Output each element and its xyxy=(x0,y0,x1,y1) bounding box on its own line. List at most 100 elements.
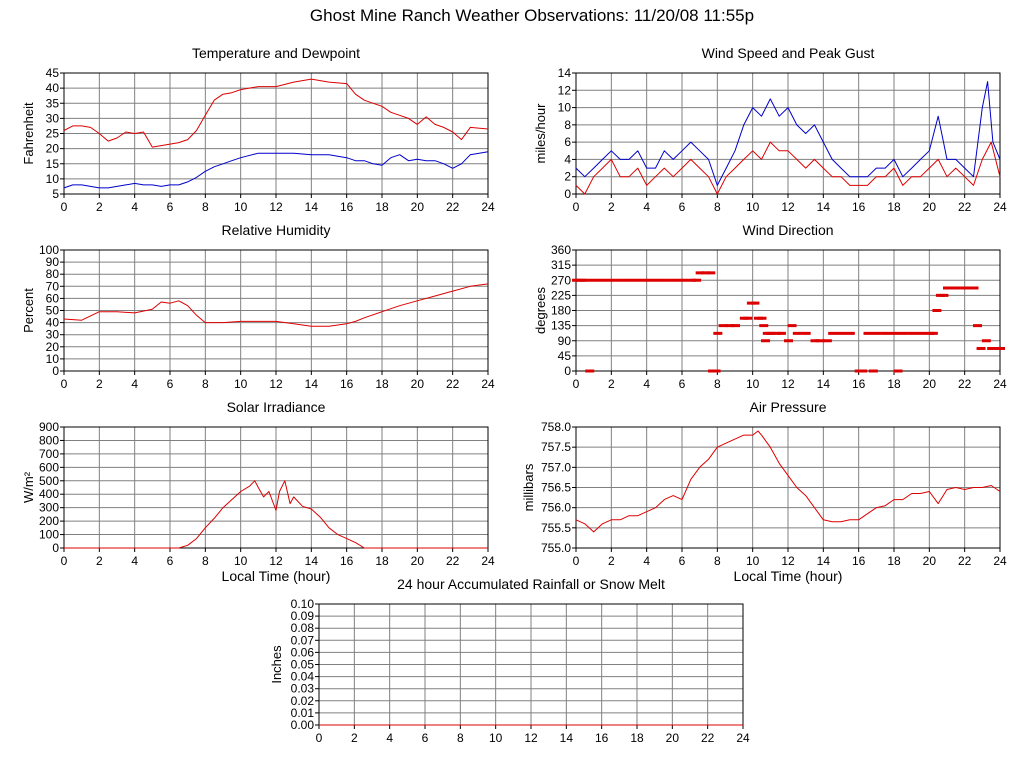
humidity-xtick-label: 22 xyxy=(446,377,460,391)
humidity-xtick-label: 4 xyxy=(131,377,138,391)
wind_dir-point xyxy=(660,278,670,282)
wind-xtick-label: 24 xyxy=(993,200,1007,214)
wind_dir-point xyxy=(585,369,595,373)
wind_dir-point xyxy=(761,339,771,343)
rain-xtick-label: 4 xyxy=(386,731,393,745)
solar-ylabel: W/m² xyxy=(21,471,36,503)
wind_dir-point xyxy=(969,286,979,290)
wind-plot-frame xyxy=(575,72,1001,195)
wind_dir-point xyxy=(651,278,661,282)
humidity-xtick-label: 14 xyxy=(305,377,319,391)
rain-ytick-label: 0.09 xyxy=(291,609,315,623)
temp-ytick-label: 5 xyxy=(52,187,59,201)
wind_dir-point xyxy=(633,278,643,282)
solar-xlabel: Local Time (hour) xyxy=(222,568,331,584)
wind_dir-point xyxy=(692,278,702,282)
temp-xtick-label: 8 xyxy=(202,200,209,214)
solar-plot-frame xyxy=(63,426,489,549)
wind_dir-point xyxy=(996,346,1005,350)
wind_dir-point xyxy=(766,331,776,335)
wind_dir-point xyxy=(932,309,942,312)
wind_dir-plot-frame xyxy=(575,249,1001,372)
wind_dir-xtick-label: 6 xyxy=(679,377,686,391)
solar-xtick-label: 14 xyxy=(305,554,319,568)
wind-xtick-label: 20 xyxy=(923,200,937,214)
temp-xtick-label: 2 xyxy=(96,200,103,214)
rain-xtick-label: 10 xyxy=(489,731,503,745)
wind-xtick-label: 22 xyxy=(958,200,972,214)
humidity-xtick-label: 10 xyxy=(234,377,248,391)
wind_dir-point xyxy=(943,286,952,290)
solar-xtick-label: 2 xyxy=(96,554,103,568)
solar-ytick-label: 800 xyxy=(39,433,59,447)
solar-xtick-label: 12 xyxy=(269,554,283,568)
pressure-ytick-label: 758.0 xyxy=(541,420,571,434)
temp-ytick-label: 25 xyxy=(46,127,60,141)
pressure-ytick-label: 755.5 xyxy=(541,521,571,535)
wind_dir-point xyxy=(725,324,735,328)
solar-ytick-label: 200 xyxy=(39,514,59,528)
rain-xtick-label: 18 xyxy=(630,731,644,745)
wind_dir-xtick-label: 0 xyxy=(573,377,580,391)
humidity-ytick-label: 50 xyxy=(46,304,60,318)
humidity-ytick-label: 60 xyxy=(46,291,60,305)
wind_dir-point xyxy=(792,331,802,335)
pressure-title: Air Pressure xyxy=(749,399,826,415)
solar-xtick-label: 10 xyxy=(234,554,248,568)
temp-xtick-label: 22 xyxy=(446,200,460,214)
wind-xtick-label: 12 xyxy=(781,200,795,214)
humidity-xtick-label: 24 xyxy=(481,377,495,391)
wind-xtick-label: 18 xyxy=(887,200,901,214)
rain-xtick-label: 14 xyxy=(560,731,574,745)
pressure-ytick-label: 757.5 xyxy=(541,440,571,454)
rain-ytick-label: 0.05 xyxy=(291,658,315,672)
temp-ytick-label: 30 xyxy=(46,111,60,125)
wind_dir-xtick-label: 2 xyxy=(608,377,615,391)
humidity-ytick-label: 90 xyxy=(46,255,60,269)
wind_dir-point xyxy=(711,369,721,373)
wind_dir-ytick-label: 270 xyxy=(551,273,571,287)
wind_dir-point xyxy=(872,331,882,335)
wind_dir-point xyxy=(890,331,899,335)
rain-ylabel: Inches xyxy=(269,645,284,684)
wind_dir-point xyxy=(771,331,781,335)
wind-ylabel: miles/hour xyxy=(533,103,548,164)
humidity-ytick-label: 80 xyxy=(46,267,60,281)
wind_dir-point xyxy=(881,331,891,335)
pressure-xtick-label: 24 xyxy=(993,554,1007,568)
pressure-xtick-label: 16 xyxy=(852,554,866,568)
solar-ytick-label: 600 xyxy=(39,460,59,474)
wind_dir-xtick-label: 22 xyxy=(958,377,972,391)
wind_dir-xtick-label: 12 xyxy=(781,377,795,391)
pressure-xtick-label: 22 xyxy=(958,554,972,568)
solar-xtick-label: 8 xyxy=(202,554,209,568)
wind_dir-ytick-label: 90 xyxy=(558,334,572,348)
wind-title: Wind Speed and Peak Gust xyxy=(702,45,875,61)
temp-ylabel: Fahrenheit xyxy=(21,102,36,165)
pressure-xtick-label: 12 xyxy=(781,554,795,568)
pressure-xtick-label: 18 xyxy=(887,554,901,568)
wind-xtick-label: 14 xyxy=(817,200,831,214)
wind_dir-xtick-label: 16 xyxy=(852,377,866,391)
pressure-xtick-label: 0 xyxy=(573,554,580,568)
humidity-ytick-label: 40 xyxy=(46,316,60,330)
wind_dir-point xyxy=(928,331,938,335)
wind_dir-point xyxy=(784,339,793,343)
wind_dir-ytick-label: 0 xyxy=(564,364,571,378)
wind_dir-xtick-label: 10 xyxy=(746,377,760,391)
temp-xtick-label: 16 xyxy=(340,200,354,214)
wind_dir-point xyxy=(757,316,767,320)
rain-chart: 24 hour Accumulated Rainfall or Snow Mel… xyxy=(269,576,750,745)
wind-ytick-label: 14 xyxy=(558,66,572,80)
wind_dir-point xyxy=(960,286,970,290)
wind_dir-ytick-label: 180 xyxy=(551,304,571,318)
solar-ytick-label: 400 xyxy=(39,487,59,501)
solar-series-line-0 xyxy=(64,480,488,549)
rain-xtick-label: 24 xyxy=(736,731,750,745)
wind_dir-point xyxy=(642,278,652,282)
wind-ytick-label: 6 xyxy=(564,135,571,149)
wind_dir-ytick-label: 225 xyxy=(551,288,571,302)
pressure-ytick-label: 755.0 xyxy=(541,541,571,555)
